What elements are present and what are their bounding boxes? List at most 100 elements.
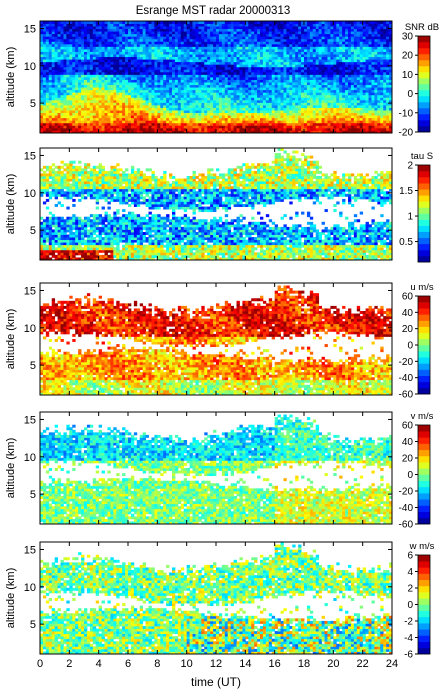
heatmap-cell <box>260 92 263 95</box>
heatmap-cell <box>140 74 143 77</box>
heatmap-cell <box>351 105 354 108</box>
heatmap-cell <box>322 102 325 105</box>
heatmap-cell <box>219 128 222 131</box>
heatmap-cell <box>113 29 116 32</box>
heatmap-cell <box>269 36 272 39</box>
heatmap-cell <box>295 120 298 123</box>
heatmap-cell <box>263 67 266 70</box>
heatmap-cell <box>107 92 110 95</box>
heatmap-cell <box>169 82 172 85</box>
heatmap-cell <box>66 41 69 44</box>
heatmap-cell <box>69 67 72 70</box>
heatmap-cell <box>275 90 278 93</box>
heatmap-cell <box>49 105 52 108</box>
heatmap-cell <box>257 69 260 72</box>
heatmap-cell <box>63 123 66 126</box>
heatmap-cell <box>322 44 325 47</box>
heatmap-cell <box>228 115 231 118</box>
heatmap-cell <box>213 95 216 98</box>
heatmap-cell <box>140 80 143 83</box>
heatmap-cell <box>281 80 284 83</box>
heatmap-cell <box>322 52 325 55</box>
heatmap-cell <box>207 74 210 77</box>
heatmap-cell <box>55 41 58 44</box>
heatmap-cell <box>90 90 93 93</box>
heatmap-cell <box>187 49 190 52</box>
heatmap-cell <box>272 95 275 98</box>
heatmap-cell <box>154 92 157 95</box>
heatmap-cell <box>292 118 295 121</box>
heatmap-cell <box>193 97 196 100</box>
heatmap-cell <box>225 90 228 93</box>
heatmap-cell <box>187 123 190 126</box>
heatmap-cell <box>242 62 245 65</box>
heatmap-cell <box>281 87 284 90</box>
heatmap-cell <box>119 24 122 27</box>
heatmap-cell <box>99 57 102 60</box>
heatmap-cell <box>313 87 316 90</box>
heatmap-cell <box>116 113 119 116</box>
heatmap-cell <box>310 67 313 70</box>
heatmap-cell <box>313 100 316 103</box>
heatmap-cell <box>216 97 219 100</box>
heatmap-cell <box>84 62 87 65</box>
heatmap-cell <box>163 92 166 95</box>
heatmap-cell <box>237 39 240 42</box>
heatmap-cell <box>140 62 143 65</box>
heatmap-cell <box>151 54 154 57</box>
heatmap-cell <box>219 82 222 85</box>
heatmap-cell <box>254 100 257 103</box>
heatmap-cell <box>172 105 175 108</box>
heatmap-cell <box>131 95 134 98</box>
heatmap-cell <box>143 26 146 29</box>
heatmap-cell <box>58 123 61 126</box>
heatmap-cell <box>169 80 172 83</box>
heatmap-cell <box>313 128 316 131</box>
heatmap-cell <box>213 100 216 103</box>
heatmap-cell <box>102 82 105 85</box>
heatmap-cell <box>269 74 272 77</box>
heatmap-cell <box>134 52 137 55</box>
heatmap-cell <box>102 102 105 105</box>
heatmap-cell <box>102 54 105 57</box>
heatmap-cell <box>231 95 234 98</box>
heatmap-cell <box>310 90 313 93</box>
heatmap-cell <box>345 26 348 29</box>
heatmap-cell <box>204 82 207 85</box>
heatmap-cell <box>69 110 72 113</box>
heatmap-cell <box>333 92 336 95</box>
heatmap-cell <box>119 69 122 72</box>
heatmap-cell <box>137 41 140 44</box>
heatmap-cell <box>319 64 322 67</box>
heatmap-cell <box>292 67 295 70</box>
heatmap-cell <box>292 92 295 95</box>
heatmap-cell <box>81 24 84 27</box>
heatmap-cell <box>304 69 307 72</box>
heatmap-cell <box>292 87 295 90</box>
heatmap-cell <box>163 69 166 72</box>
heatmap-cell <box>178 44 181 47</box>
heatmap-cell <box>107 128 110 131</box>
heatmap-cell <box>55 92 58 95</box>
heatmap-cell <box>169 54 172 57</box>
heatmap-cell <box>72 97 75 100</box>
heatmap-cell <box>43 41 46 44</box>
heatmap-cell <box>369 110 372 113</box>
heatmap-cell <box>87 87 90 90</box>
heatmap-cell <box>187 24 190 27</box>
heatmap-cell <box>146 77 149 80</box>
heatmap-cell <box>281 115 284 118</box>
heatmap-cell <box>84 102 87 105</box>
heatmap-cell <box>146 125 149 128</box>
heatmap-cell <box>272 100 275 103</box>
heatmap-cell <box>266 24 269 27</box>
heatmap-cell <box>228 113 231 116</box>
heatmap-cell <box>58 97 61 100</box>
heatmap-cell <box>316 59 319 62</box>
heatmap-cell <box>225 46 228 49</box>
heatmap-cell <box>63 57 66 60</box>
heatmap-cell <box>187 87 190 90</box>
heatmap-cell <box>128 87 131 90</box>
heatmap-cell <box>283 115 286 118</box>
heatmap-cell <box>234 59 237 62</box>
